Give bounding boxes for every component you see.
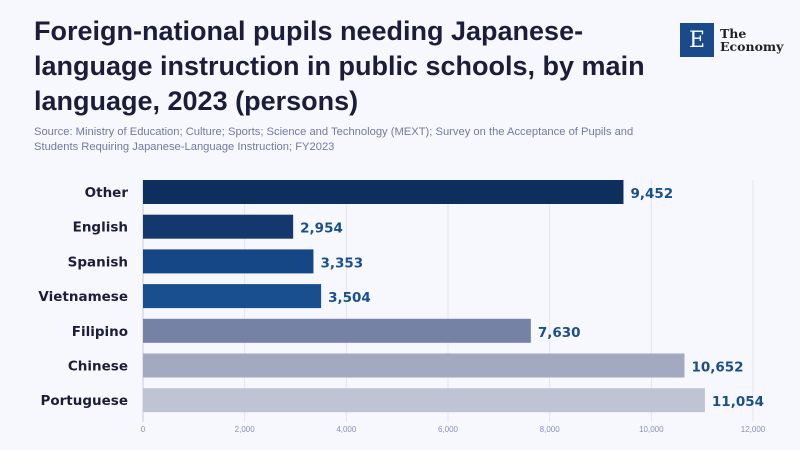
x-tick-label: 10,000 xyxy=(639,425,664,434)
bar xyxy=(143,249,314,274)
bar xyxy=(143,284,322,309)
bar xyxy=(143,318,531,343)
value-label: 7,630 xyxy=(538,325,581,341)
logo: E The Economy xyxy=(680,23,783,57)
chart-source: Source: Ministry of Education; Culture; … xyxy=(34,126,634,153)
value-label: 11,054 xyxy=(712,394,764,410)
category-label: Vietnamese xyxy=(38,289,128,305)
category-label: Portuguese xyxy=(40,393,128,409)
bar xyxy=(143,388,705,413)
chart-title: Foreign-national pupils needing Japanese… xyxy=(34,16,645,116)
bar xyxy=(143,180,624,204)
logo-line2: Economy xyxy=(720,39,784,54)
x-tick-label: 0 xyxy=(141,425,146,434)
bar xyxy=(143,214,294,239)
value-label: 3,504 xyxy=(328,290,371,306)
logo-mark: E xyxy=(680,23,714,57)
category-label: English xyxy=(73,220,128,236)
category-label: Chinese xyxy=(68,359,128,375)
category-label: Spanish xyxy=(68,254,128,270)
value-label: 2,954 xyxy=(300,221,343,237)
value-label: 10,652 xyxy=(691,360,743,376)
category-label: Filipino xyxy=(72,324,128,340)
value-label: 3,353 xyxy=(320,255,363,271)
x-tick-label: 12,000 xyxy=(741,425,766,434)
x-tick-label: 8,000 xyxy=(540,425,561,434)
chart-header: Foreign-national pupils needing Japanese… xyxy=(34,14,676,155)
value-label: 9,452 xyxy=(630,186,673,202)
bar xyxy=(143,353,685,378)
x-tick-label: 6,000 xyxy=(438,425,459,434)
x-tick-label: 2,000 xyxy=(235,425,256,434)
category-label: Other xyxy=(85,185,129,201)
x-tick-label: 4,000 xyxy=(336,425,357,434)
logo-line1: The xyxy=(720,26,747,41)
